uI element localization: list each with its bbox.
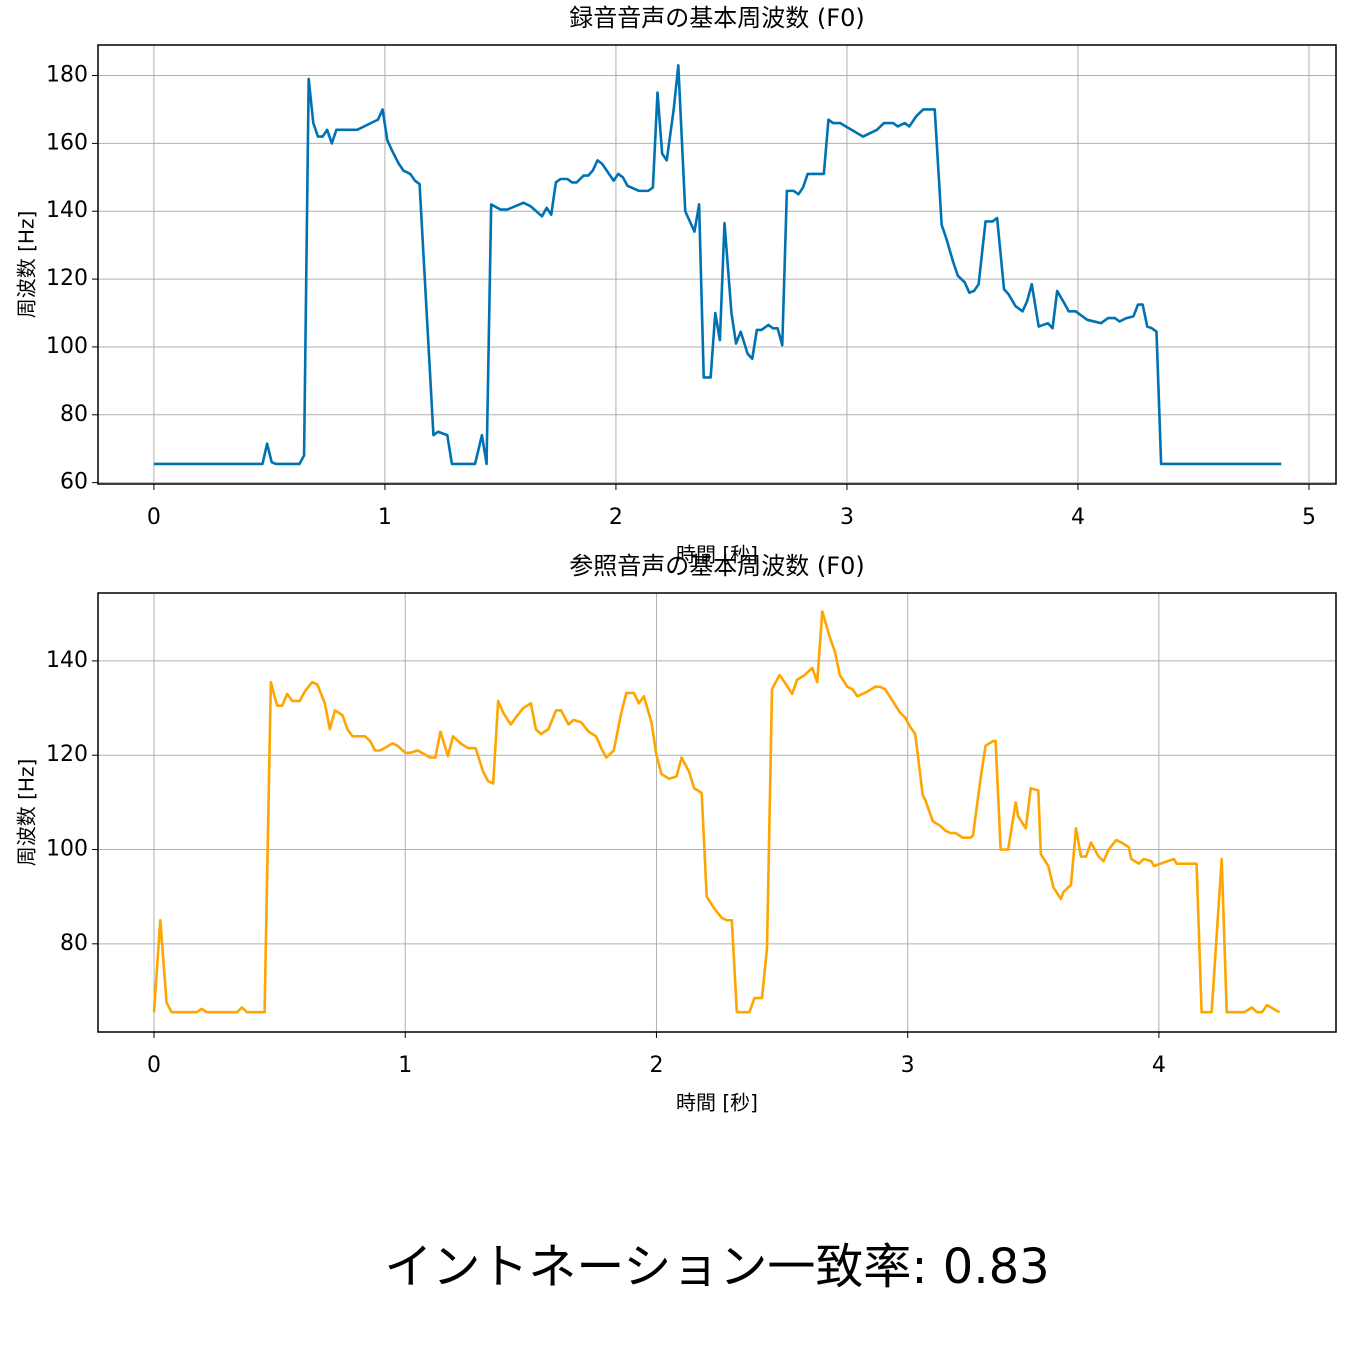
- y-axis-label: 周波数 [Hz]: [15, 759, 39, 867]
- y-tick-label: 140: [46, 198, 88, 223]
- y-tick-label: 180: [46, 63, 88, 88]
- x-tick-label: 2: [609, 505, 623, 530]
- x-tick-label: 0: [147, 505, 161, 530]
- y-tick-label: 80: [60, 931, 88, 956]
- x-tick-label: 0: [147, 1053, 161, 1078]
- y-tick-label: 80: [60, 402, 88, 427]
- chart-title: 参照音声の基本周波数 (F0): [569, 552, 864, 580]
- x-tick-label: 3: [840, 505, 854, 530]
- y-tick-label: 60: [60, 470, 88, 495]
- score-text: イントネーション一致率: 0.83: [384, 1239, 1049, 1295]
- axes-frame: [97, 44, 1337, 485]
- x-axis-label: 時間 [秒]: [676, 543, 758, 567]
- x-tick-label: 5: [1302, 505, 1316, 530]
- y-tick-label: 160: [46, 130, 88, 155]
- x-tick-label: 4: [1152, 1053, 1166, 1078]
- x-tick-label: 3: [901, 1053, 915, 1078]
- y-tick-label: 100: [46, 334, 88, 359]
- y-tick-label: 100: [46, 837, 88, 862]
- axes-frame: [97, 592, 1337, 1033]
- y-axis-label: 周波数 [Hz]: [15, 211, 39, 319]
- x-tick-label: 1: [378, 505, 392, 530]
- x-tick-label: 4: [1071, 505, 1085, 530]
- y-tick-label: 120: [46, 266, 88, 291]
- x-tick-label: 2: [649, 1053, 663, 1078]
- x-tick-label: 1: [398, 1053, 412, 1078]
- x-axis-label: 時間 [秒]: [676, 1091, 758, 1115]
- y-tick-label: 140: [46, 648, 88, 673]
- f0-line: [153, 64, 1282, 466]
- y-tick-label: 120: [46, 742, 88, 767]
- chart-title: 録音音声の基本周波数 (F0): [569, 4, 864, 32]
- f0-line: [152, 610, 1281, 1014]
